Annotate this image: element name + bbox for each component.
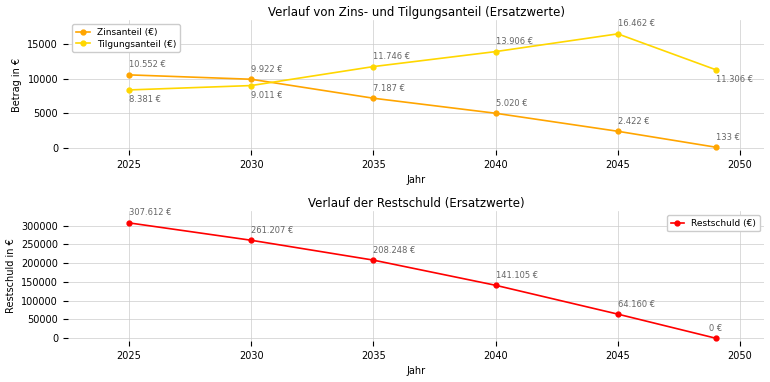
- Tilgungsanteil (€): [369, 64, 378, 69]
- Restschuld (€): [613, 312, 622, 316]
- Text: 9.922 €: 9.922 €: [251, 65, 283, 74]
- Text: 16.462 €: 16.462 €: [618, 19, 655, 28]
- Zinsanteil (€): [613, 129, 622, 134]
- Y-axis label: Betrag in €: Betrag in €: [12, 58, 22, 112]
- Zinsanteil (€): [124, 73, 133, 77]
- Text: 11.306 €: 11.306 €: [715, 75, 753, 84]
- Text: 10.552 €: 10.552 €: [129, 60, 166, 69]
- Text: 208.248 €: 208.248 €: [373, 246, 416, 254]
- Zinsanteil (€): [711, 145, 720, 149]
- Title: Verlauf von Zins- und Tilgungsanteil (Ersatzwerte): Verlauf von Zins- und Tilgungsanteil (Er…: [268, 6, 564, 19]
- Y-axis label: Restschuld in €: Restschuld in €: [5, 239, 15, 313]
- Text: 7.187 €: 7.187 €: [373, 84, 405, 93]
- X-axis label: Jahr: Jahr: [407, 175, 426, 185]
- Restschuld (€): [491, 283, 500, 288]
- Text: 0 €: 0 €: [709, 324, 722, 333]
- Tilgungsanteil (€): [491, 49, 500, 54]
- Text: 5.020 €: 5.020 €: [496, 99, 527, 108]
- Text: 261.207 €: 261.207 €: [251, 226, 293, 235]
- Text: 8.381 €: 8.381 €: [129, 96, 161, 105]
- Legend: Restschuld (€): Restschuld (€): [667, 215, 760, 231]
- Tilgungsanteil (€): [124, 87, 133, 92]
- Legend: Zinsanteil (€), Tilgungsanteil (€): Zinsanteil (€), Tilgungsanteil (€): [72, 24, 179, 52]
- Tilgungsanteil (€): [246, 83, 256, 88]
- Restschuld (€): [246, 238, 256, 243]
- Line: Restschuld (€): Restschuld (€): [126, 220, 718, 341]
- Text: 307.612 €: 307.612 €: [129, 208, 172, 217]
- Text: 133 €: 133 €: [715, 133, 739, 142]
- Text: 13.906 €: 13.906 €: [496, 37, 533, 46]
- Text: 11.746 €: 11.746 €: [373, 52, 410, 61]
- X-axis label: Jahr: Jahr: [407, 366, 426, 376]
- Restschuld (€): [369, 258, 378, 262]
- Text: 9.011 €: 9.011 €: [251, 91, 283, 100]
- Text: 64.160 €: 64.160 €: [618, 299, 655, 309]
- Restschuld (€): [711, 336, 720, 340]
- Zinsanteil (€): [246, 77, 256, 81]
- Tilgungsanteil (€): [613, 32, 622, 36]
- Restschuld (€): [124, 220, 133, 225]
- Line: Zinsanteil (€): Zinsanteil (€): [126, 73, 718, 150]
- Text: 2.422 €: 2.422 €: [618, 117, 649, 126]
- Tilgungsanteil (€): [711, 67, 720, 72]
- Title: Verlauf der Restschuld (Ersatzwerte): Verlauf der Restschuld (Ersatzwerte): [308, 197, 524, 210]
- Text: 141.105 €: 141.105 €: [496, 271, 537, 280]
- Zinsanteil (€): [369, 96, 378, 100]
- Zinsanteil (€): [491, 111, 500, 115]
- Line: Tilgungsanteil (€): Tilgungsanteil (€): [126, 31, 718, 92]
